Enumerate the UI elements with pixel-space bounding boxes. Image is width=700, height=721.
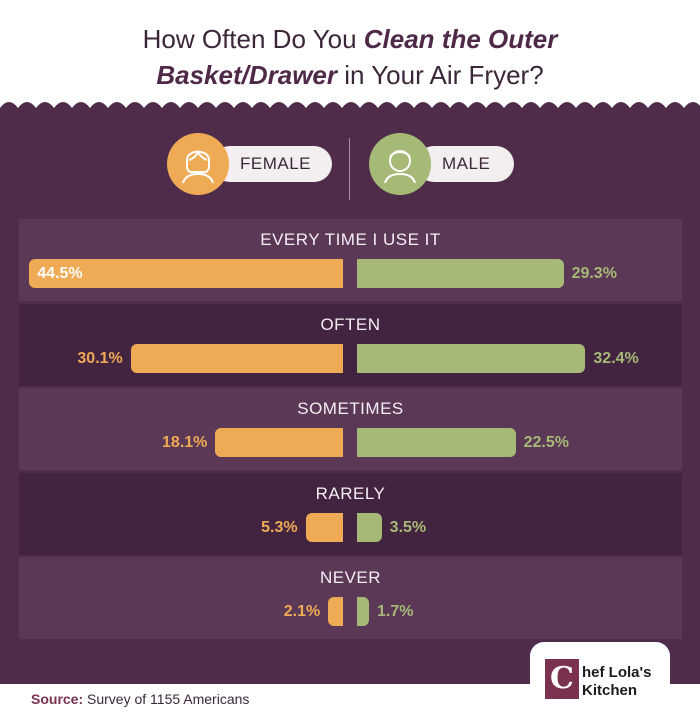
chart-row: EVERY TIME I USE IT 44.5% 29.3%	[19, 219, 682, 301]
brand-logo-line-1: hef Lola's	[582, 664, 652, 681]
brand-logo-line-2: Kitchen	[582, 682, 638, 699]
source-label: Source:	[31, 691, 84, 707]
man-avatar-icon	[369, 133, 431, 195]
value-label-male: 32.4%	[593, 349, 639, 367]
title-prefix: How Often Do You	[142, 24, 364, 54]
category-label: RARELY	[315, 483, 386, 503]
legend-male-pill: MALE	[416, 146, 514, 182]
value-label-male: 1.7%	[376, 603, 414, 620]
wavy-divider	[0, 102, 700, 115]
title-suffix: in Your Air Fryer?	[337, 60, 544, 90]
bar-male	[357, 512, 382, 542]
chart-row: OFTEN 30.1% 32.4%	[19, 303, 682, 386]
title-emphasis-1: Clean the Outer	[363, 24, 558, 54]
legend-female-label: FEMALE	[240, 154, 312, 173]
legend-female-pill: FEMALE	[212, 146, 332, 182]
chart-row: NEVER 2.1% 1.7%	[19, 557, 682, 639]
bar-male	[357, 343, 586, 373]
source-text: Survey of 1155 Americans	[83, 691, 250, 707]
value-label-female: 2.1%	[283, 603, 321, 620]
bar-female	[130, 343, 343, 373]
title-line-2: Basket/Drawer in Your Air Fryer?	[0, 58, 700, 92]
bar-male	[357, 428, 516, 457]
legend-divider	[349, 138, 350, 200]
title-line-1: How Often Do You Clean the Outer	[0, 22, 700, 56]
chart-row: SOMETIMES 18.1% 22.5%	[19, 388, 682, 470]
bar-female	[328, 597, 343, 626]
woman-avatar-icon	[167, 133, 229, 195]
category-label: OFTEN	[320, 314, 381, 334]
legend-male-label: MALE	[442, 154, 491, 173]
value-label-female: 30.1%	[77, 349, 123, 367]
bar-male	[357, 597, 369, 626]
title-emphasis-2: Basket/Drawer	[156, 60, 337, 90]
bar-male	[357, 259, 564, 288]
category-label: EVERY TIME I USE IT	[260, 230, 441, 249]
category-label: NEVER	[319, 568, 382, 587]
bar-female	[305, 512, 343, 542]
value-label-female: 18.1%	[162, 434, 208, 451]
value-label-male: 3.5%	[389, 518, 427, 536]
value-label-female: 5.3%	[261, 518, 298, 536]
bar-female	[29, 259, 343, 288]
source-note: Source: Survey of 1155 Americans	[31, 691, 249, 707]
bar-female	[215, 428, 343, 457]
chart-row: RARELY 5.3% 3.5%	[19, 472, 682, 555]
brand-logo-mark: C	[545, 659, 579, 699]
value-label-male: 29.3%	[571, 265, 617, 282]
value-label-female: 44.5%	[37, 265, 83, 282]
value-label-male: 22.5%	[523, 434, 569, 451]
category-label: SOMETIMES	[297, 399, 404, 418]
